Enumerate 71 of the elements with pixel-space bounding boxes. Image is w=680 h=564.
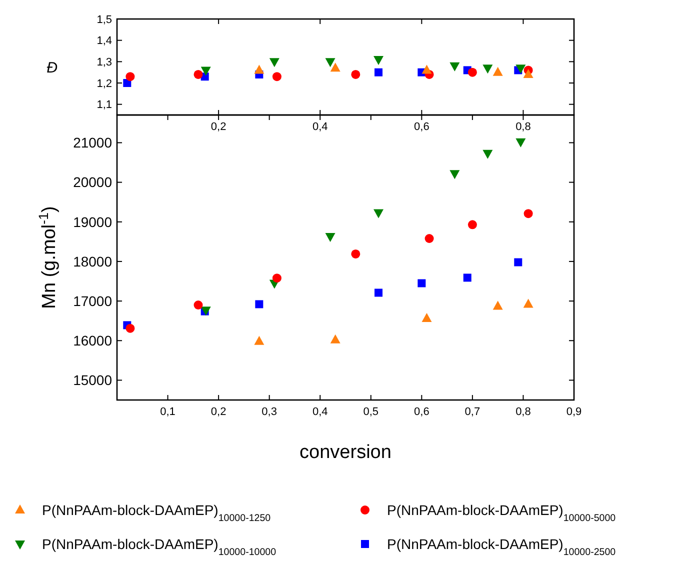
point <box>200 66 211 76</box>
point <box>523 68 534 78</box>
point <box>126 324 135 333</box>
y-tick-label: 16000 <box>73 332 112 349</box>
point <box>254 64 264 74</box>
point <box>351 249 360 258</box>
y-tick-label: 15000 <box>73 372 112 388</box>
x-tick-label: 0,1 <box>160 406 176 418</box>
point <box>351 70 360 79</box>
point <box>374 209 384 218</box>
x-tick-label: 0,9 <box>566 406 582 418</box>
x-tick-label: 0,7 <box>464 406 480 418</box>
point <box>269 58 280 68</box>
point <box>255 300 264 308</box>
point <box>272 72 282 82</box>
point <box>450 62 460 72</box>
x-tick-label: 0,2 <box>210 121 226 133</box>
point <box>468 68 477 77</box>
point <box>492 300 503 310</box>
y-tick-label: 1,1 <box>96 99 112 112</box>
x-tick-label: 0,2 <box>210 406 226 418</box>
x-tick-label: 0,6 <box>414 406 430 418</box>
point <box>272 274 282 283</box>
y-tick-label: 17000 <box>73 292 112 309</box>
x-tick-label: 0,5 <box>363 406 379 418</box>
point <box>516 138 526 148</box>
y-tick-label: 18000 <box>73 253 112 270</box>
point <box>468 220 477 230</box>
point <box>514 258 522 266</box>
point <box>325 58 336 68</box>
point <box>482 150 493 159</box>
point <box>524 209 533 218</box>
legend-label: P(NnPAAm-block-DAAmEP)$_{10000-1250}$ <box>42 502 272 524</box>
point <box>374 68 383 76</box>
point <box>418 279 426 288</box>
y-tick-label: 1,2 <box>96 78 112 90</box>
point <box>330 334 340 344</box>
point <box>422 312 432 322</box>
point <box>194 300 203 310</box>
point <box>422 64 432 74</box>
point <box>492 66 503 76</box>
x-tick-label: 0,3 <box>262 406 277 418</box>
x-tick-label: 0,6 <box>414 121 430 133</box>
point <box>374 56 384 66</box>
y-tick-label: 21000 <box>73 134 112 151</box>
x-tick-label: 0,8 <box>516 406 531 418</box>
point <box>330 62 340 72</box>
point <box>450 170 460 180</box>
y-tick-label: 1,4 <box>96 35 112 48</box>
point <box>463 274 472 282</box>
point <box>374 288 383 297</box>
point <box>516 64 526 74</box>
y-tick-label: 1,5 <box>96 14 112 26</box>
point <box>482 64 493 74</box>
point <box>424 234 434 243</box>
point <box>126 72 135 82</box>
x-tick-label: 0,8 <box>516 121 531 133</box>
y-axis-title: Đ <box>46 59 58 76</box>
x-tick-label: 0,4 <box>312 406 328 418</box>
legend-label: P(NnPAAm-block-DAAmEP)$_{10000-2500}$ <box>387 536 616 558</box>
x-tick-label: 0,4 <box>312 121 328 133</box>
point <box>523 298 534 308</box>
point <box>194 70 203 79</box>
y-tick-label: 1,3 <box>96 56 112 69</box>
x-axis-title: conversion <box>300 442 392 463</box>
y-tick-label: 19000 <box>73 214 112 230</box>
legend-label: P(NnPAAm-block-DAAmEP)$_{10000-5000}$ <box>387 502 616 524</box>
point <box>254 336 264 345</box>
legend-label: P(NnPAAm-block-DAAmEP)$_{10000-10000}$ <box>42 536 277 558</box>
y-tick-label: 20000 <box>73 174 112 190</box>
point <box>325 233 336 242</box>
